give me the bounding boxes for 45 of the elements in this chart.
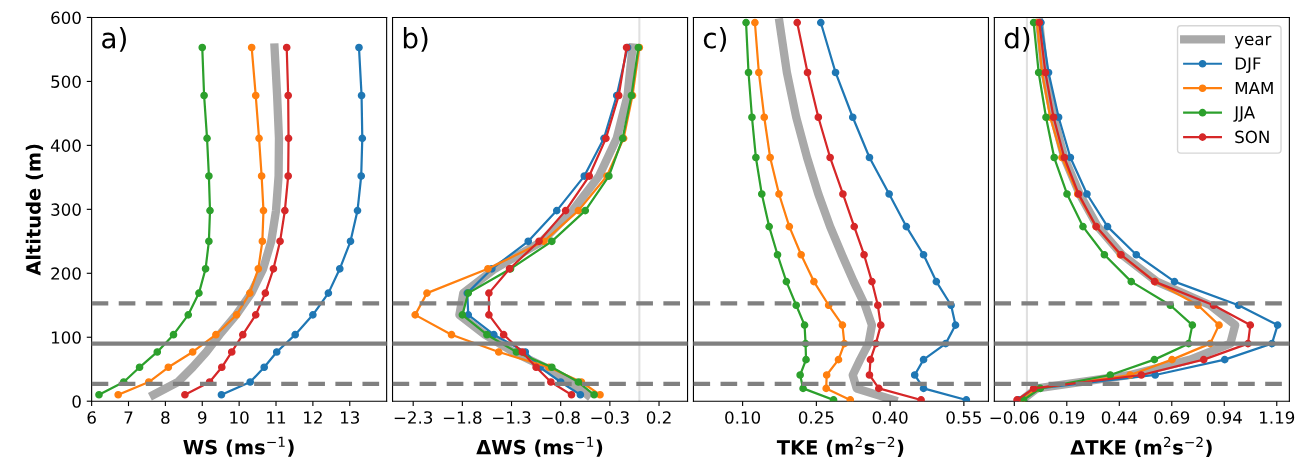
y-axis-title: Altitude (m) [25, 144, 44, 276]
x-tick-label: 0.94 [1206, 411, 1242, 424]
x-tick-label: −0.8 [542, 411, 580, 424]
x-tick-label: 9 [198, 411, 207, 424]
x-tick-label: 10 [230, 411, 249, 424]
legend-label: SON [1235, 130, 1269, 144]
x-axis-title: ΔWS (ms$^{−1}$) [476, 436, 603, 457]
x-tick-label: −0.06 [990, 411, 1039, 424]
x-tick-label: −1.3 [493, 411, 531, 424]
y-tick-label: 400 [50, 139, 81, 152]
annotation: a) [102, 27, 126, 52]
annotation: b) [403, 27, 428, 52]
x-tick-label: 0.19 [1049, 411, 1085, 424]
x-tick-label: 6 [87, 411, 96, 424]
x-tick-label: 1.19 [1260, 411, 1295, 424]
legend-label: DJF [1235, 57, 1261, 73]
y-tick-label: 200 [51, 267, 81, 280]
x-tick-label: 0.25 [798, 411, 834, 424]
x-axis-title: ΔTKE (m$^{2}$s$^{−2}$) [1070, 436, 1212, 457]
y-tick-label: 600 [51, 11, 81, 25]
y-tick-label: 300 [51, 203, 81, 216]
x-tick-label: 13 [340, 411, 360, 424]
x-tick-label: −1.8 [443, 411, 482, 424]
y-tick-label: 100 [51, 331, 81, 344]
x-tick-label: −0.3 [591, 411, 629, 424]
x-tick-label: −2.3 [394, 411, 433, 424]
x-tick-label: 11 [267, 411, 286, 424]
x-tick-label: 0.40 [872, 411, 908, 424]
x-axis-title: WS (ms$^{−1}$) [183, 436, 294, 457]
annotation: c) [703, 27, 727, 52]
x-tick-label: 0.10 [725, 411, 761, 424]
x-axis-title: TKE (m$^{2}$s$^{−2}$) [776, 436, 904, 457]
x-tick-label: 8 [161, 411, 170, 424]
x-tick-label: 0.44 [1101, 411, 1137, 424]
x-tick-label: 0.55 [946, 411, 981, 424]
annotation: d) [1004, 27, 1030, 52]
x-tick-label: 0.69 [1154, 411, 1190, 424]
x-tick-label: 12 [304, 411, 322, 424]
legend-label: MAM [1235, 81, 1273, 95]
x-tick-label: 0.2 [646, 411, 671, 424]
x-tick-label: 7 [124, 411, 133, 424]
legend-label: JJA [1233, 106, 1256, 122]
y-tick-label: 500 [51, 75, 81, 88]
legend-label: year [1234, 35, 1272, 49]
y-tick-label: 0 [72, 395, 81, 408]
